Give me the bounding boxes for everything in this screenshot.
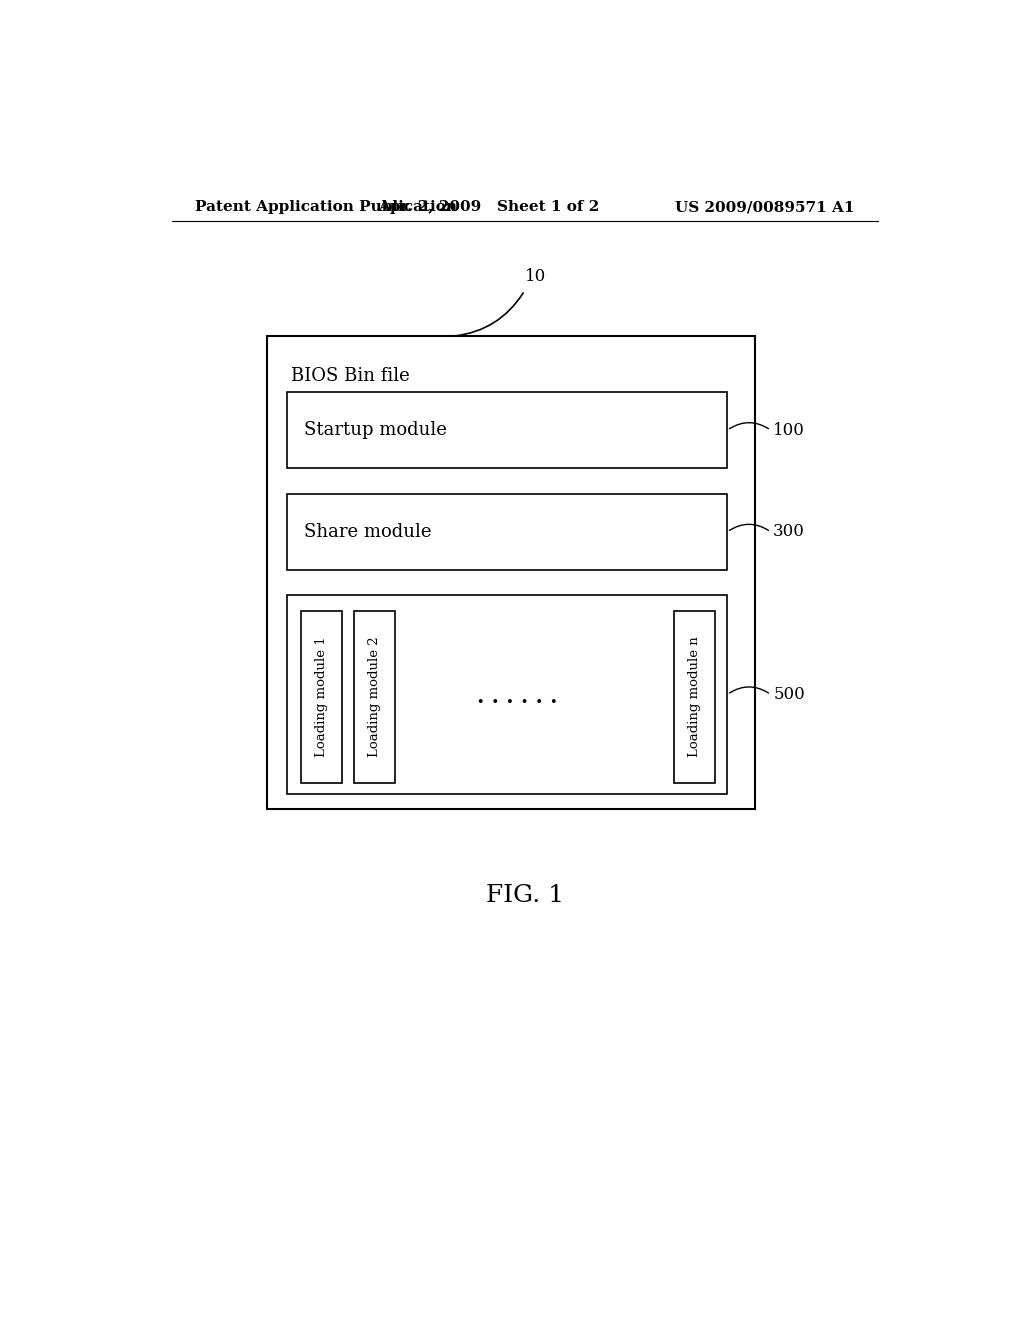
Text: FIG. 1: FIG. 1 — [485, 884, 564, 907]
Text: 300: 300 — [773, 524, 805, 540]
Text: BIOS Bin file: BIOS Bin file — [291, 367, 410, 384]
Text: Share module: Share module — [304, 523, 432, 541]
Text: 10: 10 — [524, 268, 546, 285]
Text: Patent Application Publication: Patent Application Publication — [196, 201, 458, 214]
Text: Loading module n: Loading module n — [688, 636, 701, 758]
Bar — [354, 611, 395, 784]
Text: US 2009/0089571 A1: US 2009/0089571 A1 — [675, 201, 854, 214]
Bar — [287, 392, 727, 469]
Bar — [674, 611, 715, 784]
Text: Loading module 1: Loading module 1 — [315, 636, 328, 758]
Bar — [287, 494, 727, 570]
Bar — [301, 611, 342, 784]
Text: Startup module: Startup module — [304, 421, 447, 440]
Bar — [287, 595, 727, 793]
Text: . . . . . .: . . . . . . — [476, 688, 557, 708]
Text: Apr. 2, 2009   Sheet 1 of 2: Apr. 2, 2009 Sheet 1 of 2 — [379, 201, 600, 214]
Text: Loading module 2: Loading module 2 — [369, 636, 381, 758]
Text: 100: 100 — [773, 422, 805, 438]
Text: 500: 500 — [773, 686, 805, 704]
Bar — [267, 337, 755, 809]
